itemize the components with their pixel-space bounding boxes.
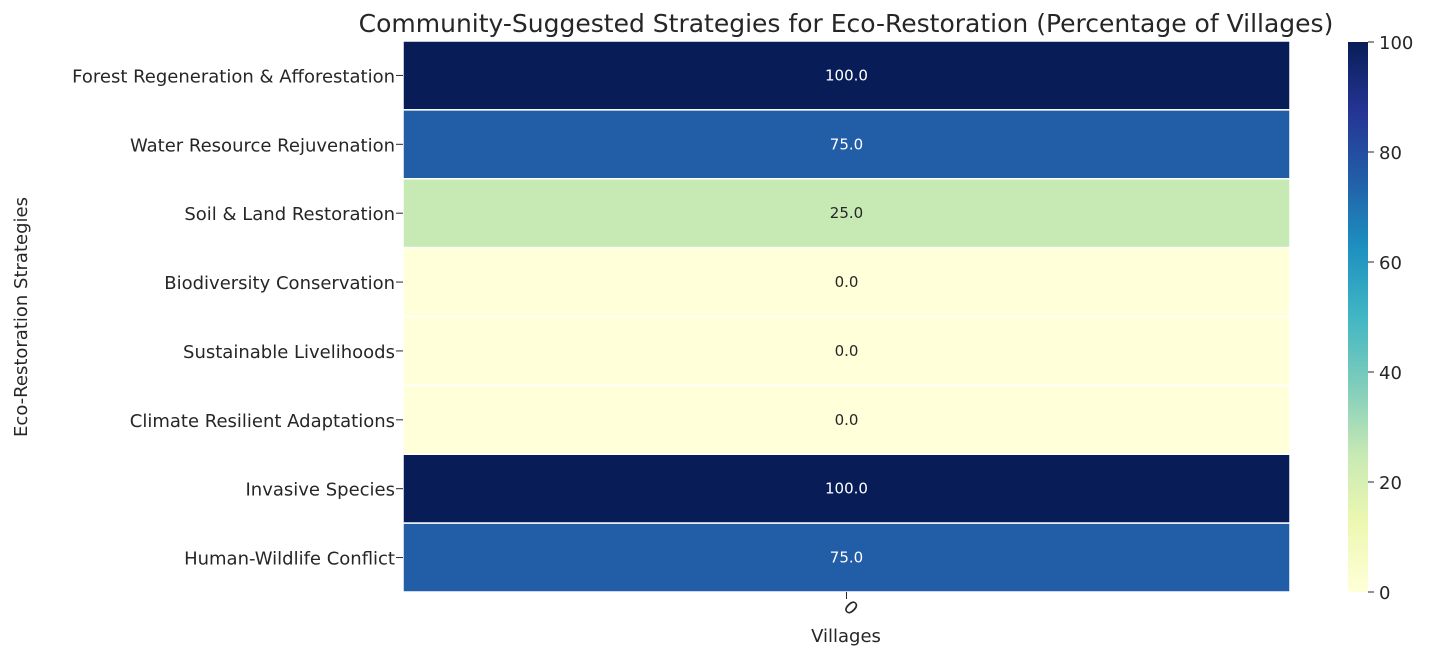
x-tick-label: 0 [839, 597, 862, 620]
heatmap-cell [402, 109, 1291, 180]
chart-title: Community-Suggested Strategies for Eco-R… [359, 9, 1334, 38]
heatmap-cell [402, 40, 1291, 111]
cell-value-label: 100.0 [825, 66, 868, 84]
colorbar-ticks: 0 20 40 60 80 100 [1368, 33, 1413, 604]
colorbar-tick-label: 20 [1379, 473, 1402, 494]
x-axis-ticks: 0 [839, 592, 862, 620]
y-tick-label: Soil & Land Restoration [184, 204, 395, 225]
cell-value-label: 100.0 [825, 480, 868, 498]
heatmap-cell [402, 315, 1291, 387]
y-tick-label: Invasive Species [245, 480, 395, 501]
cell-value-label: 75.0 [830, 549, 863, 567]
cell-value-label: 0.0 [835, 342, 859, 360]
y-tick-label: Water Resource Rejuvenation [130, 135, 395, 156]
y-tick-label: Forest Regeneration & Afforestation [72, 66, 395, 87]
colorbar-tick-label: 80 [1379, 143, 1402, 164]
heatmap-cell-labels: 100.0 75.0 25.0 0.0 0.0 0.0 100.0 75.0 [825, 66, 868, 566]
x-axis-label: Villages [811, 626, 881, 647]
heatmap-cell [402, 246, 1291, 318]
heatmap-cells [402, 40, 1291, 593]
y-tick-label: Human-Wildlife Conflict [184, 549, 395, 570]
cell-value-label: 0.0 [835, 273, 859, 291]
heatmap-cell [402, 178, 1291, 249]
cell-value-label: 0.0 [835, 411, 859, 429]
y-tick-label: Climate Resilient Adaptations [130, 411, 395, 432]
y-axis-ticks: Forest Regeneration & Afforestation Water… [72, 66, 403, 570]
cell-value-label: 25.0 [830, 204, 863, 222]
colorbar-tick-label: 100 [1379, 33, 1413, 54]
y-tick-label: Sustainable Livelihoods [183, 342, 395, 363]
heatmap-cell [402, 384, 1291, 455]
y-tick-label: Biodiversity Conservation [164, 273, 395, 294]
colorbar-tick-label: 0 [1379, 583, 1390, 604]
colorbar-tick-label: 60 [1379, 253, 1402, 274]
y-axis-label: Eco-Restoration Strategies [11, 197, 32, 437]
colorbar [1348, 42, 1368, 592]
cell-value-label: 75.0 [830, 135, 863, 153]
colorbar-tick-label: 40 [1379, 363, 1402, 384]
